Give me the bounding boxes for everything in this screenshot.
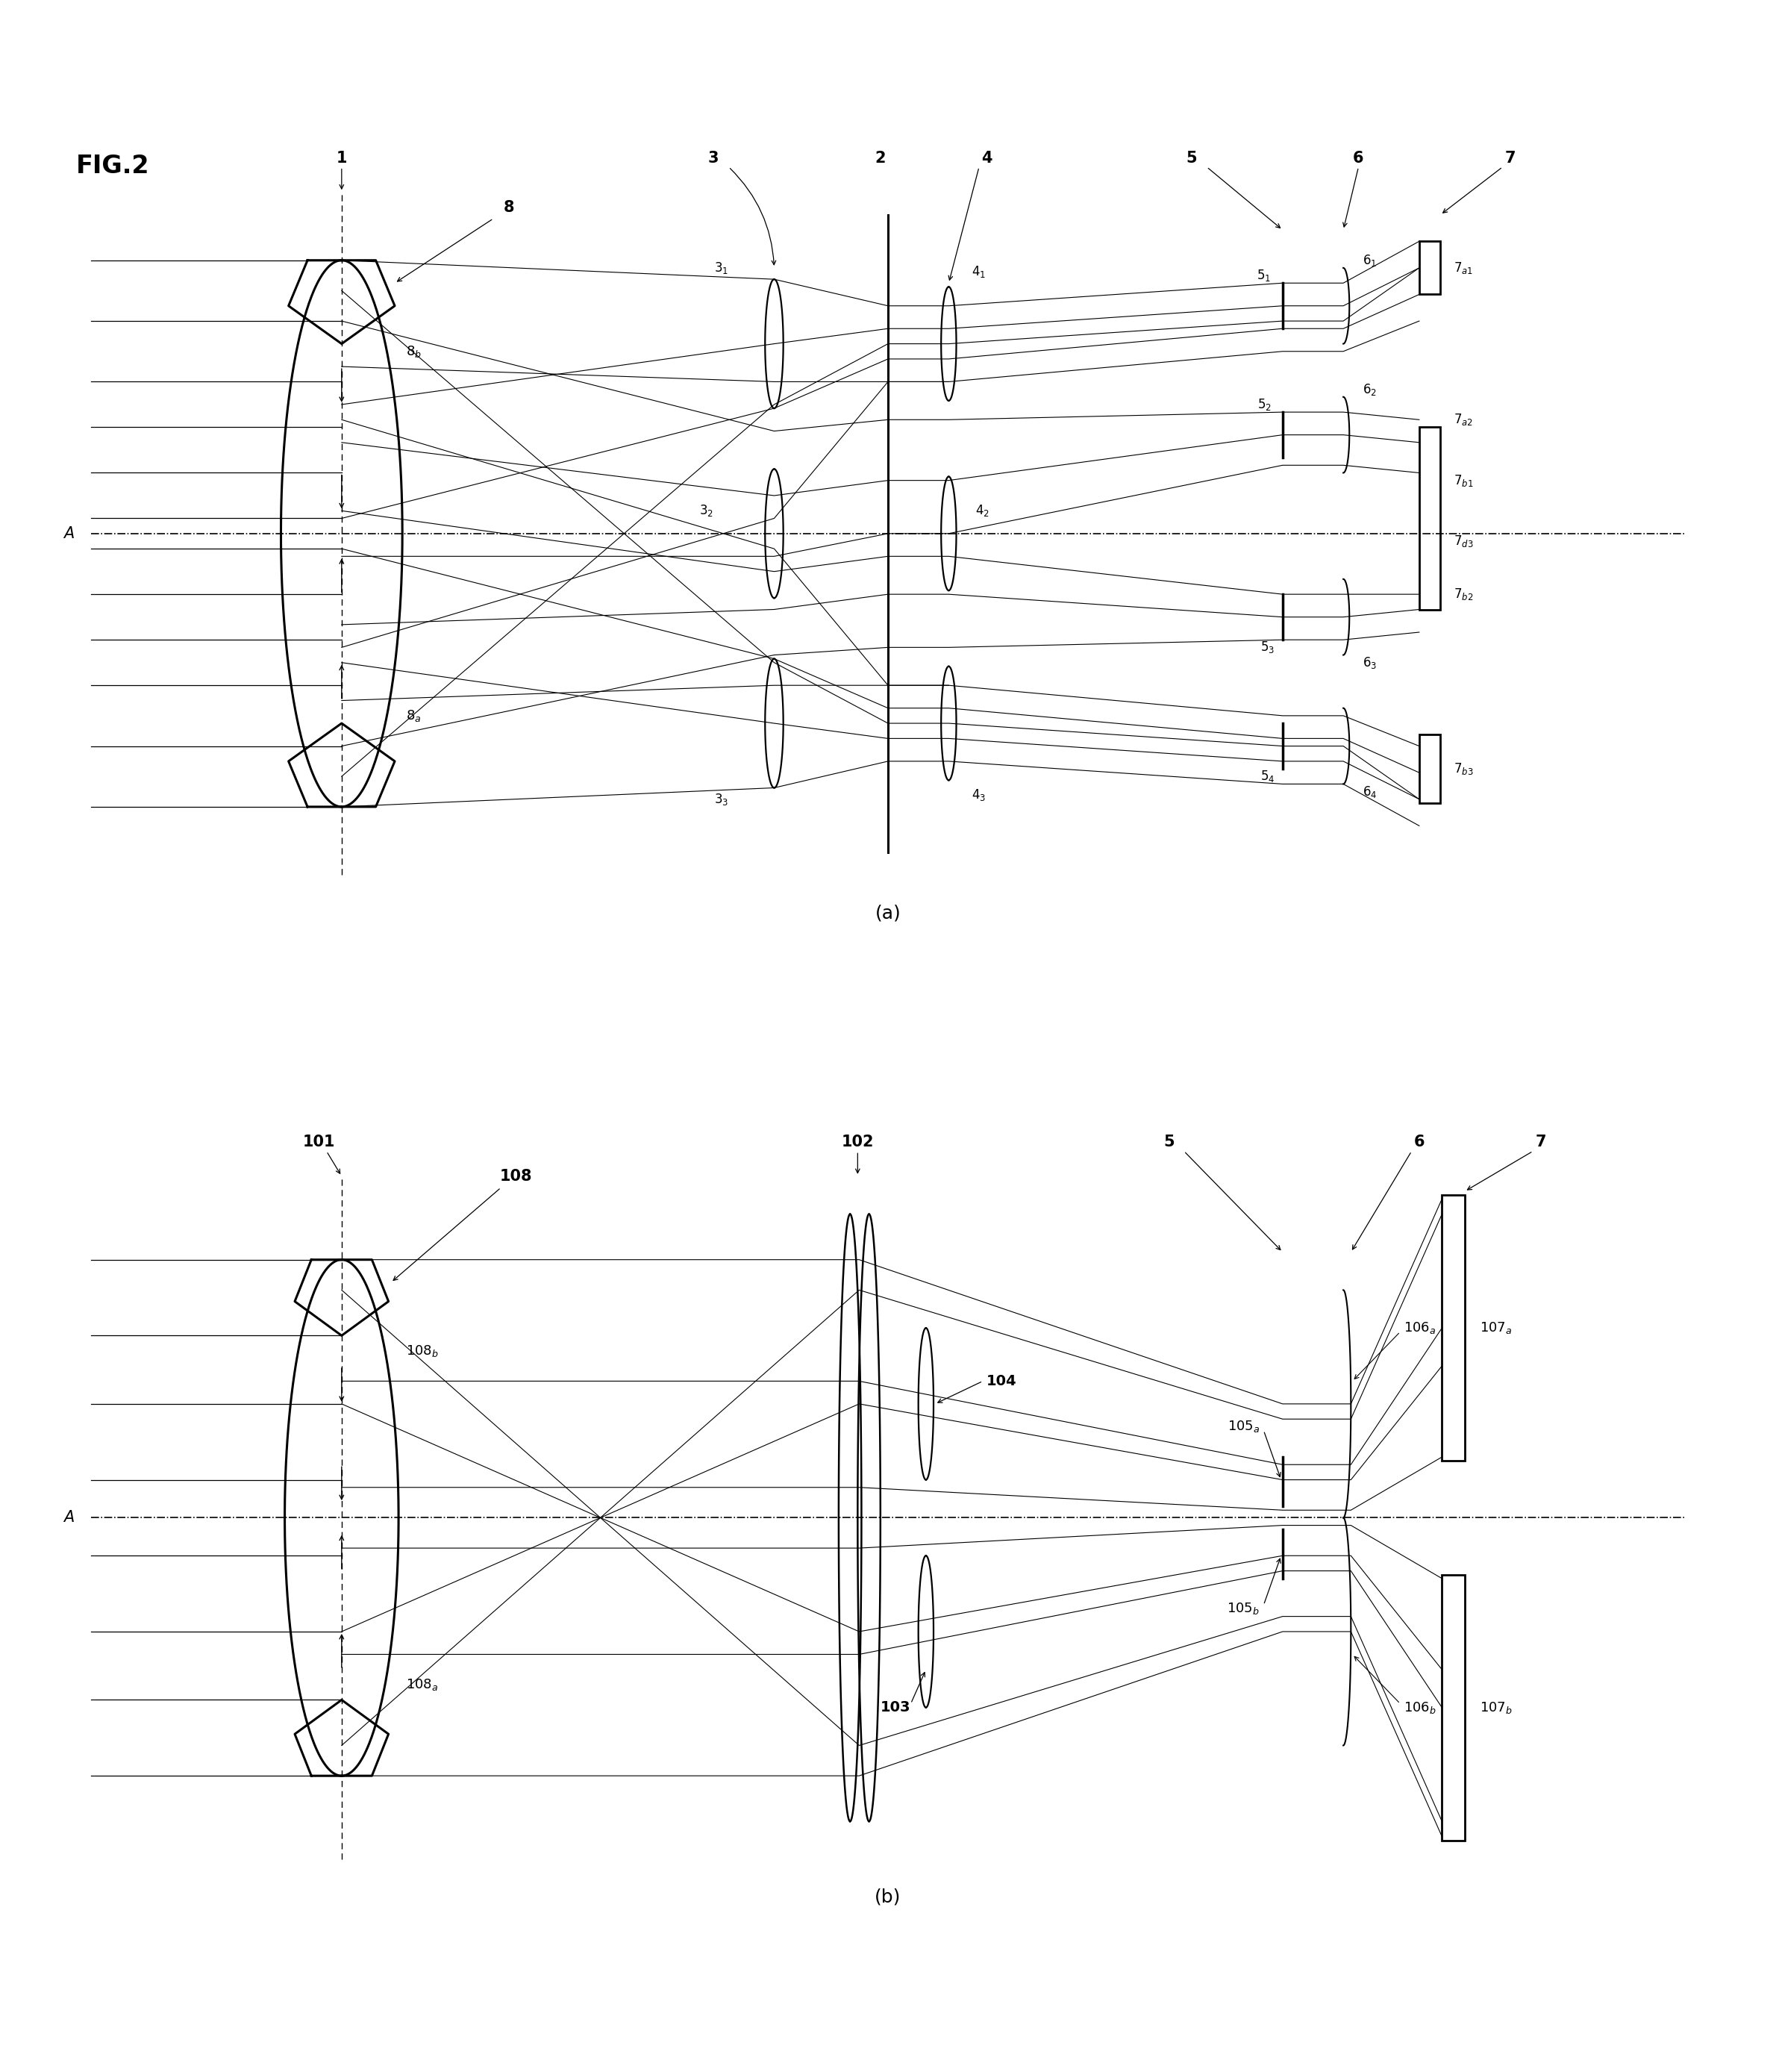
- Bar: [1442, 1575, 1465, 1840]
- Text: $108_a$: $108_a$: [407, 1676, 439, 1693]
- Text: 1: 1: [336, 151, 346, 166]
- Text: (b): (b): [876, 1888, 900, 1906]
- Text: $4_3$: $4_3$: [971, 787, 986, 802]
- Text: 108: 108: [499, 1169, 533, 1183]
- Text: $6_2$: $6_2$: [1362, 381, 1376, 398]
- Text: $105_a$: $105_a$: [1227, 1419, 1259, 1434]
- Text: $7_{d3}$: $7_{d3}$: [1453, 535, 1474, 549]
- Text: $105_b$: $105_b$: [1227, 1602, 1259, 1616]
- Bar: [1419, 736, 1440, 804]
- Text: $7_{b3}$: $7_{b3}$: [1453, 760, 1474, 777]
- Text: 8: 8: [503, 199, 513, 215]
- Text: (a): (a): [876, 903, 900, 922]
- Text: $3_3$: $3_3$: [714, 792, 728, 806]
- Text: $108_b$: $108_b$: [407, 1343, 439, 1359]
- Text: $3_2$: $3_2$: [700, 503, 714, 518]
- Text: 5: 5: [1186, 151, 1197, 166]
- Text: A: A: [64, 526, 75, 541]
- Text: $106_a$: $106_a$: [1405, 1320, 1437, 1336]
- Bar: [1419, 427, 1440, 609]
- Text: 102: 102: [842, 1135, 874, 1150]
- Bar: [1442, 1196, 1465, 1461]
- Text: 101: 101: [302, 1135, 336, 1150]
- Text: 104: 104: [987, 1374, 1018, 1388]
- Text: 103: 103: [881, 1701, 911, 1716]
- Text: $107_a$: $107_a$: [1479, 1320, 1513, 1336]
- Text: A: A: [64, 1510, 75, 1525]
- Text: $7_{b2}$: $7_{b2}$: [1453, 586, 1472, 601]
- Text: $5_1$: $5_1$: [1257, 267, 1272, 284]
- Text: 2: 2: [876, 151, 886, 166]
- Bar: [1419, 240, 1440, 294]
- Text: $5_3$: $5_3$: [1261, 640, 1275, 655]
- Text: 3: 3: [709, 151, 719, 166]
- Text: $6_1$: $6_1$: [1362, 253, 1376, 267]
- Text: 7: 7: [1504, 151, 1515, 166]
- Text: $107_b$: $107_b$: [1479, 1699, 1513, 1716]
- Text: $5_2$: $5_2$: [1257, 398, 1272, 412]
- Text: $6_4$: $6_4$: [1362, 783, 1376, 800]
- Text: $7_{b1}$: $7_{b1}$: [1453, 472, 1472, 487]
- Text: $8_a$: $8_a$: [407, 709, 421, 723]
- Text: 5: 5: [1163, 1135, 1174, 1150]
- Text: 6: 6: [1353, 151, 1364, 166]
- Text: $5_4$: $5_4$: [1261, 769, 1275, 783]
- Text: $7_{a2}$: $7_{a2}$: [1453, 412, 1472, 427]
- Text: $4_2$: $4_2$: [975, 503, 989, 518]
- Text: 7: 7: [1534, 1135, 1547, 1150]
- Text: $8_b$: $8_b$: [407, 344, 423, 358]
- Text: $106_b$: $106_b$: [1405, 1699, 1437, 1716]
- Text: $3_1$: $3_1$: [714, 261, 728, 276]
- Text: $4_1$: $4_1$: [971, 265, 986, 280]
- Text: 4: 4: [980, 151, 993, 166]
- Text: FIG.2: FIG.2: [76, 153, 149, 178]
- Text: $7_{a1}$: $7_{a1}$: [1453, 261, 1472, 276]
- Text: 6: 6: [1414, 1135, 1424, 1150]
- Text: $6_3$: $6_3$: [1362, 655, 1376, 669]
